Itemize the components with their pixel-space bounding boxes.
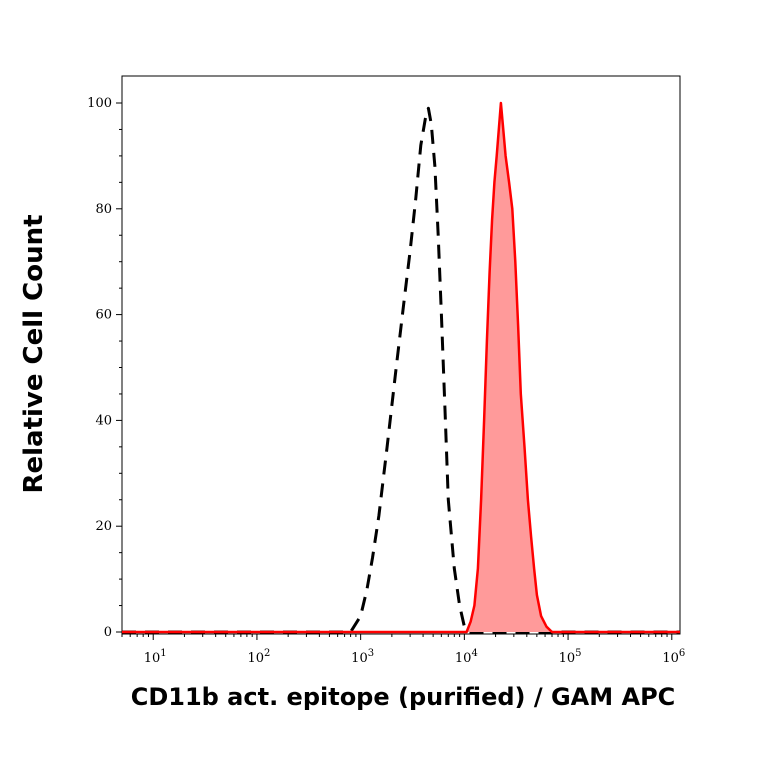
x-axis-title: CD11b act. epitope (purified) / GAM APC <box>131 683 676 711</box>
y-tick-label: 0 <box>104 625 112 640</box>
y-tick-label: 60 <box>95 308 112 323</box>
y-tick-label: 100 <box>87 96 112 111</box>
series-1-line <box>122 101 680 634</box>
y-tick-label: 40 <box>95 413 112 428</box>
x-tick-label: 104 <box>455 648 478 666</box>
x-tick-label: 105 <box>559 648 582 666</box>
x-tick-label: 102 <box>247 648 270 666</box>
x-tick-label: 106 <box>662 648 685 666</box>
series-0-line <box>122 106 680 634</box>
y-tick-label: 80 <box>95 202 112 217</box>
y-axis-title: Relative Cell Count <box>19 214 49 493</box>
y-tick-label: 20 <box>95 519 112 534</box>
plot-frame <box>121 75 681 635</box>
series-group <box>122 101 680 634</box>
x-tick-label: 101 <box>144 648 167 666</box>
x-tick-label: 103 <box>351 648 374 666</box>
series-1-area <box>122 103 680 632</box>
y-axis: 0 20 40 60 80 100 <box>87 96 122 640</box>
x-axis: 101 102 103 104 105 106 <box>121 634 685 666</box>
